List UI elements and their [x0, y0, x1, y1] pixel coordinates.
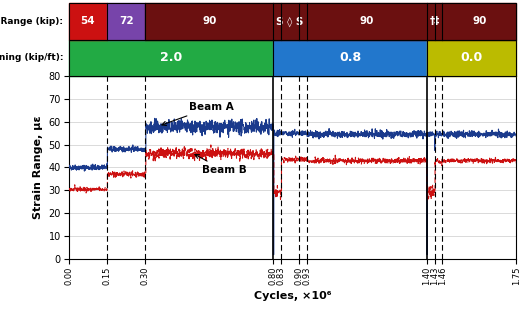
Text: 0.8: 0.8: [339, 51, 361, 64]
Text: Loading Range (kip):: Loading Range (kip):: [0, 17, 63, 26]
Text: 2.0: 2.0: [160, 51, 182, 64]
Text: 54: 54: [81, 16, 95, 26]
Text: 90: 90: [359, 16, 374, 26]
Text: †‡: †‡: [430, 16, 440, 26]
X-axis label: Cycles, ×10⁶: Cycles, ×10⁶: [253, 291, 331, 301]
Text: 0.0: 0.0: [461, 51, 483, 64]
Text: 90: 90: [202, 16, 217, 26]
Text: Beam A: Beam A: [162, 102, 233, 125]
Text: Post-tensioning (kip/ft):: Post-tensioning (kip/ft):: [0, 53, 63, 62]
Text: 90: 90: [472, 16, 486, 26]
Text: 72: 72: [119, 16, 133, 26]
Y-axis label: Strain Range, με: Strain Range, με: [33, 116, 43, 219]
Text: Beam B: Beam B: [195, 155, 246, 175]
Text: S ◊ S: S ◊ S: [276, 16, 304, 27]
